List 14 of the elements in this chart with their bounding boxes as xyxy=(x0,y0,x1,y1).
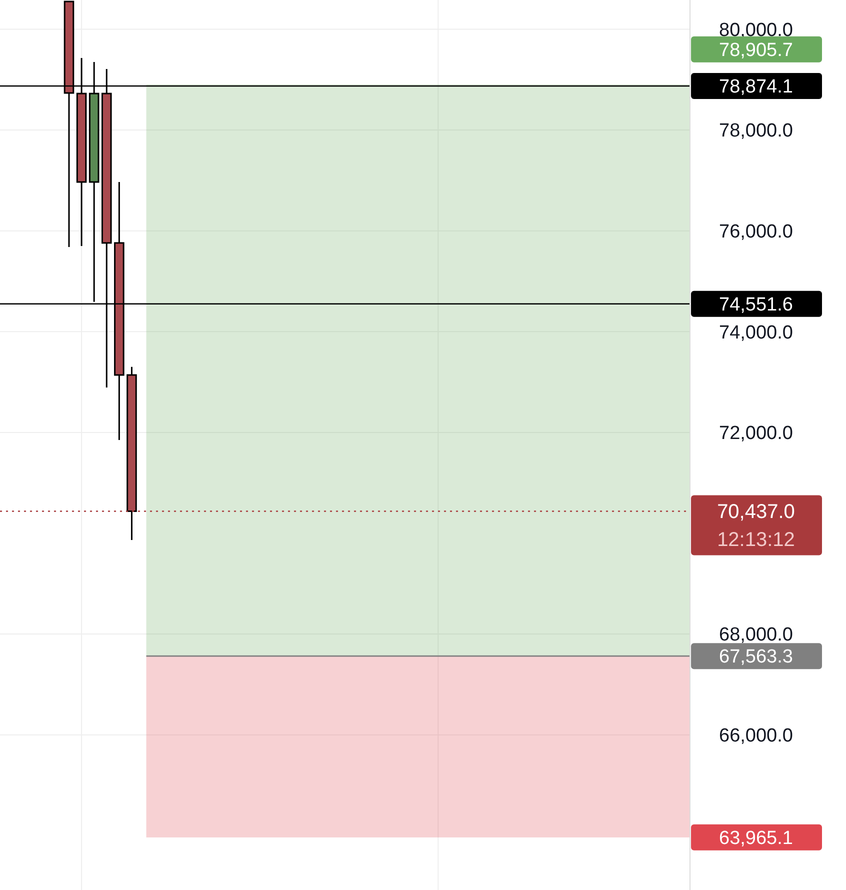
band-label: 78,905.7 xyxy=(719,40,793,62)
ref-line-label: 78,874.1 xyxy=(719,76,793,98)
y-tick-label: 66,000.0 xyxy=(719,726,793,747)
ref-line-label: 67,563.3 xyxy=(719,646,793,668)
text: 12:13:12 xyxy=(717,529,795,552)
y-tick-label: 74,000.0 xyxy=(719,322,793,344)
y-tick-label: 80,000.0 xyxy=(719,20,793,41)
y-tick-label: 68,000.0 xyxy=(719,624,793,646)
y-tick-label: 76,000.0 xyxy=(719,221,793,242)
y-tick-label: 72,000.0 xyxy=(719,423,793,444)
ref-line-label: 70,437.0 xyxy=(717,501,795,524)
band-label: 63,965.1 xyxy=(719,828,793,850)
y-tick-label: 78,000.0 xyxy=(719,120,793,142)
ref-line-label: 74,551.6 xyxy=(719,294,793,316)
